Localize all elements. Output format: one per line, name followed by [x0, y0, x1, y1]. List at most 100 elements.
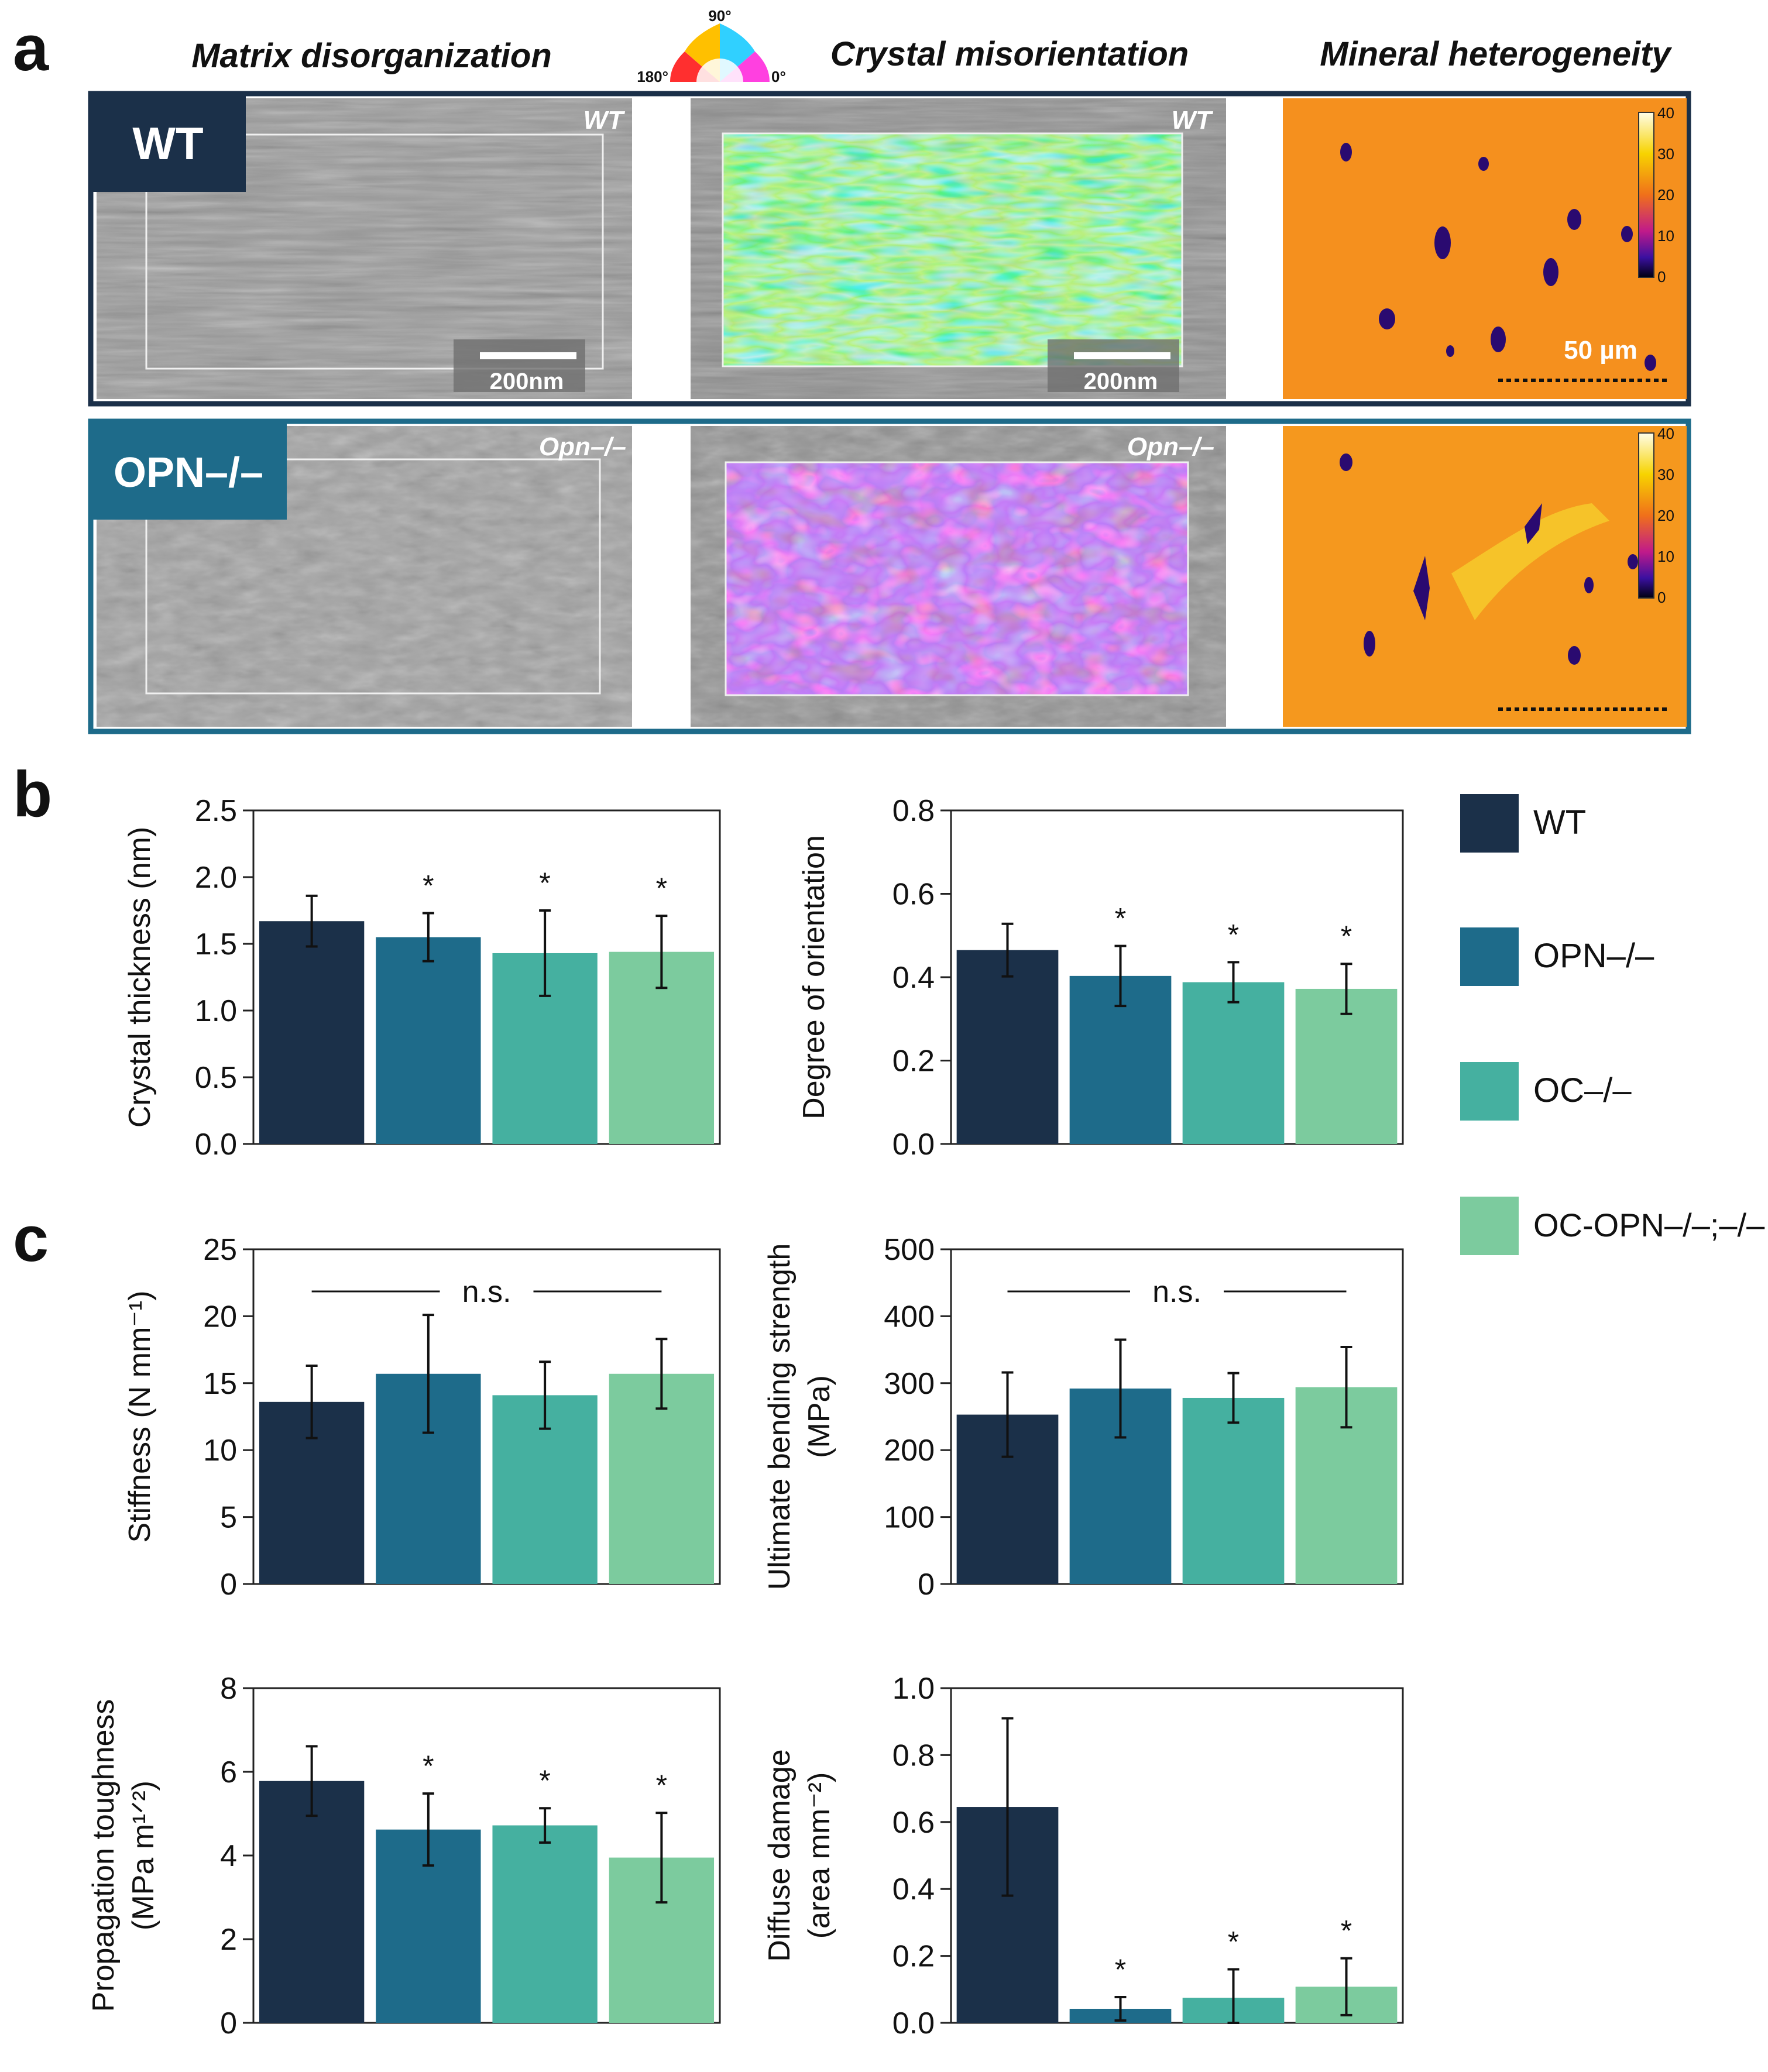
y-axis-label: Crystal thickness (nm) [123, 827, 157, 1128]
significance-star: * [1115, 902, 1126, 935]
y-tick-label: 100 [884, 1501, 935, 1535]
panel-letter-b: b [13, 758, 52, 830]
y-tick-label: 0 [918, 1568, 935, 1602]
y-tick-label: 0.8 [892, 1738, 935, 1772]
bar-3 [1182, 1397, 1285, 1584]
chart-4: 0 100 200 300 400 500 Ultimate bending strengt… [763, 1233, 1404, 1602]
y-tick-label: 1.0 [892, 1672, 935, 1706]
y-axis-label: (MPa m¹ᐟ²) [126, 1781, 160, 1930]
svg-text:0: 0 [1657, 589, 1666, 606]
key-180: 180° [637, 68, 668, 85]
ns-label: n.s. [462, 1275, 511, 1309]
orientation-key: 90° 180° 0° [637, 7, 786, 85]
significance-star: * [1228, 918, 1239, 951]
y-tick-label: 0.2 [892, 1044, 935, 1078]
y-tick-label: 0.8 [892, 794, 935, 828]
y-tick-label: 1.0 [195, 994, 237, 1028]
y-axis-label: Propagation toughness [87, 1699, 121, 2012]
y-tick-label: 400 [884, 1300, 935, 1334]
svg-text:20: 20 [1657, 507, 1674, 524]
ns-label: n.s. [1152, 1275, 1201, 1309]
y-tick-label: 25 [203, 1233, 237, 1267]
svg-text:40: 40 [1657, 104, 1674, 122]
row-opn: 40 30 20 10 0 OPN–/– Opn–/– Opn–/– [88, 418, 1691, 734]
y-tick-label: 0.0 [892, 1128, 935, 1162]
legend-label-opn: OPN–/– [1533, 937, 1654, 975]
significance-star: * [1228, 1925, 1239, 1958]
wt-scalebar-mineral: 50 µm [1564, 336, 1637, 365]
bar-1 [259, 921, 365, 1144]
y-axis-label: (MPa) [802, 1375, 836, 1458]
significance-star: * [423, 870, 434, 902]
significance-star: * [656, 872, 667, 905]
y-tick-label: 10 [203, 1434, 237, 1468]
key-0: 0° [771, 68, 786, 85]
bar-3 [1182, 982, 1285, 1144]
opn-tag-crystal: Opn–/– [1127, 432, 1214, 461]
chart-5: 0 2 4 6 8 Propagation toughness (MPa m¹ᐟ²) * * * [87, 1672, 721, 2040]
opn-colorbar: 40 30 20 10 0 [1638, 425, 1674, 606]
y-tick-label: 0.6 [892, 1806, 935, 1840]
svg-text:10: 10 [1657, 227, 1674, 245]
wt-tag-matrix: WT [583, 106, 626, 135]
significance-star: * [423, 1750, 434, 1782]
legend: WT OPN–/– OC–/– OC-OPN–/–;–/– [1460, 794, 1765, 1255]
wt-scalebar-matrix: 200nm [490, 369, 564, 394]
y-tick-label: 8 [220, 1672, 237, 1706]
bar-charts: 0.0 0.5 1.0 1.5 2.0 2.5 Crystal thickness (nm)… [87, 794, 1404, 2040]
legend-label-wt: WT [1533, 803, 1586, 841]
row-label-opn: OPN–/– [114, 449, 263, 496]
y-tick-label: 1.5 [195, 927, 237, 961]
legend-swatch-wt [1460, 794, 1519, 853]
significance-star: * [1115, 1953, 1126, 1986]
y-tick-label: 2 [220, 1923, 237, 1957]
y-tick-label: 4 [220, 1839, 237, 1873]
legend-swatch-ocopn [1460, 1197, 1519, 1255]
svg-text:40: 40 [1657, 425, 1674, 442]
significance-star: * [656, 1769, 667, 1802]
svg-text:30: 30 [1657, 145, 1674, 163]
y-axis-label: (area mm⁻²) [802, 1772, 836, 1939]
panel-letter-a: a [13, 12, 49, 84]
y-tick-label: 5 [220, 1501, 237, 1535]
opn-lacunae [1340, 453, 1638, 665]
y-tick-label: 0.2 [892, 1940, 935, 1974]
significance-star: * [1341, 1915, 1352, 1947]
key-90: 90° [708, 7, 731, 25]
legend-label-ocopn: OC-OPN–/–;–/– [1533, 1207, 1765, 1243]
y-tick-label: 0.5 [195, 1061, 237, 1095]
bar-1 [956, 950, 1059, 1144]
y-tick-label: 300 [884, 1367, 935, 1401]
legend-swatch-opn [1460, 927, 1519, 986]
significance-star: * [539, 867, 550, 899]
significance-star: * [539, 1764, 550, 1797]
y-tick-label: 0.6 [892, 878, 935, 912]
y-tick-label: 0.4 [892, 961, 935, 995]
y-axis-label: Ultimate bending strength [763, 1243, 797, 1590]
row-label-wt: WT [132, 118, 203, 169]
y-tick-label: 0.4 [892, 1872, 935, 1906]
y-tick-label: 0 [220, 2006, 237, 2040]
wt-scalebar-crystal: 200nm [1084, 369, 1158, 394]
plot-frame [950, 1248, 1404, 1585]
y-tick-label: 15 [203, 1367, 237, 1401]
wt-lacunae [1340, 143, 1656, 371]
panel-a: a Matrix disorganization Crystal misorie… [13, 7, 1691, 734]
y-tick-label: 2.5 [195, 794, 237, 828]
y-tick-label: 0.0 [892, 2006, 935, 2040]
y-tick-label: 20 [203, 1300, 237, 1334]
legend-swatch-oc [1460, 1062, 1519, 1121]
plot-frame [252, 1248, 721, 1585]
significance-star: * [1341, 920, 1352, 953]
chart-6: 0.0 0.2 0.4 0.6 0.8 1.0 Diffuse damage (area mm… [763, 1672, 1404, 2040]
panel-letter-c: c [13, 1203, 49, 1275]
chart-1: 0.0 0.5 1.0 1.5 2.0 2.5 Crystal thickness (nm)… [123, 794, 721, 1162]
column-title-matrix: Matrix disorganization [191, 37, 552, 75]
y-tick-label: 0 [220, 1568, 237, 1602]
plot-frame [950, 1687, 1404, 2024]
bar-1 [259, 1781, 365, 2023]
wt-colorbar: 40 30 20 10 0 [1638, 104, 1674, 286]
bar-3 [492, 1825, 598, 2023]
y-tick-label: 2.0 [195, 861, 237, 895]
y-tick-label: 6 [220, 1755, 237, 1789]
